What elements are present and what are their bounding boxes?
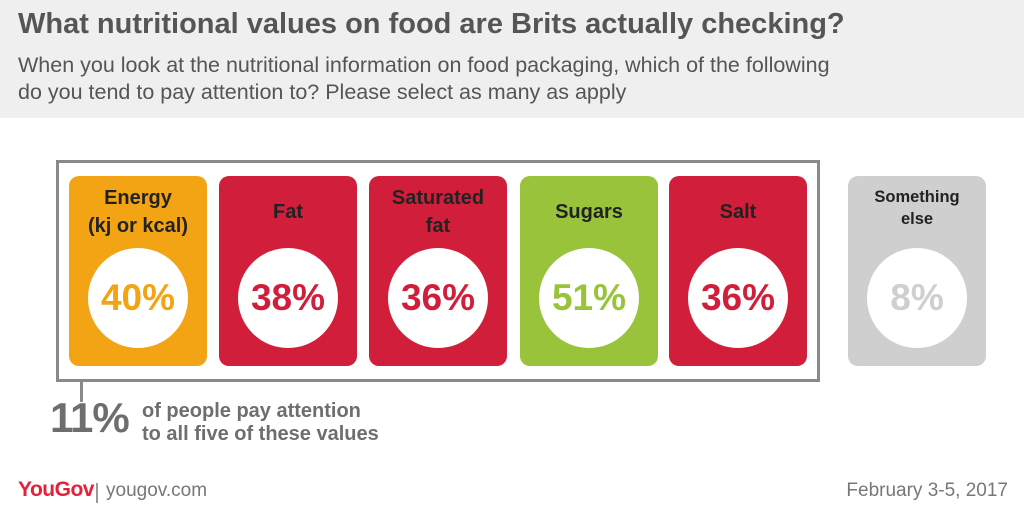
category-label: Fat (223, 176, 353, 248)
header-band (0, 0, 1024, 118)
summary-value: 11% (50, 394, 130, 441)
category-label: Saturated fat (373, 176, 503, 248)
data-label: 38% (250, 277, 326, 318)
category-label: Something else (852, 172, 982, 244)
category-label: Sugars (524, 176, 654, 248)
category-label: Energy (kj or kcal) (73, 176, 203, 248)
data-label: 51% (551, 277, 627, 318)
summary-text: of people pay attention to all five of t… (142, 400, 379, 446)
value-card: Salt 36% (669, 176, 807, 366)
five-values-outline (56, 160, 820, 382)
survey-date: February 3-5, 2017 (846, 480, 1008, 501)
data-label: 40% (100, 277, 176, 318)
category-label-line-1: Energy (104, 187, 172, 209)
data-label: 36% (400, 277, 476, 318)
category-label-line-1: Saturated (391, 187, 485, 209)
value-circle: 36% (388, 248, 488, 348)
data-label: 36% (700, 277, 776, 318)
category-label-line-2: else (900, 210, 934, 228)
category-label: Salt (673, 176, 803, 248)
category-label-line-1: Something (874, 188, 960, 206)
site-link[interactable]: yougov.com (106, 480, 208, 501)
value-circle: 51% (539, 248, 639, 348)
category-label-line-1: Fat (273, 201, 303, 223)
value-circle: 36% (688, 248, 788, 348)
value-card: Fat 38% (219, 176, 357, 366)
value-card: Something else 8% (848, 176, 986, 366)
subtitle-line-1: When you look at the nutritional informa… (18, 53, 830, 77)
summary-line-2: to all five of these values (142, 423, 379, 445)
category-label-line-2: (kj or kcal) (87, 215, 189, 237)
summary-line-1: of people pay attention (142, 400, 361, 422)
subtitle-line-2: do you tend to pay attention to? Please … (18, 80, 627, 104)
yougov-logo: YouGov (18, 478, 94, 501)
category-label-line-1: Sugars (555, 201, 623, 223)
data-label: 8% (890, 277, 944, 318)
footer-divider (96, 483, 98, 503)
chart-title: What nutritional values on food are Brit… (18, 8, 845, 40)
value-card: Saturated fat 36% (369, 176, 507, 366)
value-circle: 38% (238, 248, 338, 348)
category-label-line-1: Salt (719, 201, 757, 223)
value-circle: 8% (867, 248, 967, 348)
value-card: Energy (kj or kcal) 40% (69, 176, 207, 366)
category-label-line-2: fat (425, 215, 451, 237)
outline-connector (80, 380, 83, 402)
value-card: Sugars 51% (520, 176, 658, 366)
value-circle: 40% (88, 248, 188, 348)
chart-subtitle: When you look at the nutritional informa… (18, 52, 1008, 106)
